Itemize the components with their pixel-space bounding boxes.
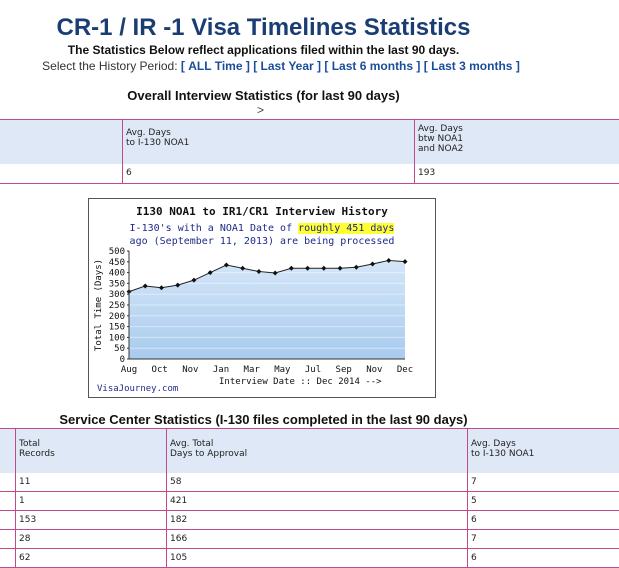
service-center-heading: Service Center Statistics (I-130 files c…: [0, 412, 527, 427]
cell-days-to-noa1: 6: [468, 511, 619, 530]
period-link-last-3-months[interactable]: Last 3 months: [431, 59, 512, 73]
chart-x-axis-label: Interview Date :: Dec 2014 -->: [219, 377, 382, 387]
expand-arrow[interactable]: >: [257, 103, 264, 117]
history-period-selector: Select the History Period: [ ALL Time ] …: [0, 59, 562, 73]
period-link-all-time[interactable]: ALL Time: [188, 59, 242, 73]
cell-days-to-approval: 105: [167, 549, 468, 568]
chart-credit[interactable]: VisaJourney.com: [97, 384, 178, 394]
service-center-table: Total Records Avg. Total Days to Approva…: [0, 428, 619, 568]
table-row: 11 58 7: [0, 473, 619, 492]
period-label: Select the History Period:: [42, 59, 177, 73]
cell-days-to-noa1: 5: [468, 492, 619, 511]
overall-stats-table: Avg. Days to I-130 NOA1 Avg. Days btw NO…: [0, 119, 619, 184]
chart-x-tick-label: Oct: [152, 365, 168, 375]
period-link-last-6-months[interactable]: Last 6 months: [332, 59, 413, 73]
chart-y-tick-label: 100: [109, 333, 125, 343]
cell-days-to-approval: 182: [167, 511, 468, 530]
overall-col-noa1: Avg. Days to I-130 NOA1: [123, 120, 415, 164]
chart-x-tick-label: Sep: [336, 365, 352, 375]
chart-y-tick-label: 250: [109, 301, 125, 311]
overall-stats-heading: Overall Interview Statistics (for last 9…: [0, 88, 527, 103]
chart-y-tick-label: 50: [114, 344, 125, 354]
service-col-total-records: Total Records: [16, 429, 167, 473]
chart-x-tick-label: Nov: [366, 365, 382, 375]
chart-y-tick-label: 0: [120, 355, 125, 365]
cell-total-records: 1: [16, 492, 167, 511]
overall-val-noa1-noa2: 193: [415, 164, 619, 184]
overall-val-noa1: 6: [123, 164, 415, 184]
chart-y-tick-label: 300: [109, 290, 125, 300]
chart-x-tick-label: Dec: [397, 365, 413, 375]
chart-y-tick-label: 200: [109, 312, 125, 322]
table-row: 62 105 6: [0, 549, 619, 568]
interview-history-chart: I130 NOA1 to IR1/CR1 Interview History I…: [88, 198, 436, 398]
chart-x-tick-label: Aug: [121, 365, 137, 375]
table-row: 28 166 7: [0, 530, 619, 549]
chart-y-tick-label: 400: [109, 269, 125, 279]
overall-col-noa1-noa2: Avg. Days btw NOA1 and NOA2: [415, 120, 619, 164]
chart-y-tick-label: 450: [109, 258, 125, 268]
chart-y-axis-label: Total Time (Days): [94, 259, 104, 351]
cell-days-to-approval: 166: [167, 530, 468, 549]
chart-x-tick-label: Mar: [244, 365, 261, 375]
chart-area: [129, 261, 405, 359]
service-col-days-to-noa1: Avg. Days to I-130 NOA1: [468, 429, 619, 473]
cell-days-to-approval: 421: [167, 492, 468, 511]
chart-y-tick-label: 150: [109, 323, 125, 333]
cell-total-records: 153: [16, 511, 167, 530]
chart-x-tick-label: Jul: [305, 365, 321, 375]
page-subtitle: The Statistics Below reflect application…: [0, 43, 527, 57]
cell-days-to-noa1: 6: [468, 549, 619, 568]
cell-days-to-noa1: 7: [468, 473, 619, 492]
cell-total-records: 28: [16, 530, 167, 549]
table-row: 1 421 5: [0, 492, 619, 511]
chart-y-tick-label: 350: [109, 279, 125, 289]
page-title: CR-1 / IR -1 Visa Timelines Statistics: [0, 14, 527, 42]
cell-total-records: 62: [16, 549, 167, 568]
cell-days-to-noa1: 7: [468, 530, 619, 549]
table-row: 153 182 6: [0, 511, 619, 530]
service-col-days-to-approval: Avg. Total Days to Approval: [167, 429, 468, 473]
period-link-last-year[interactable]: Last Year: [261, 59, 314, 73]
chart-x-tick-label: Jan: [213, 365, 229, 375]
chart-x-tick-label: May: [274, 365, 291, 375]
chart-x-tick-label: Nov: [182, 365, 198, 375]
chart-y-tick-label: 500: [109, 247, 125, 257]
cell-days-to-approval: 58: [167, 473, 468, 492]
cell-total-records: 11: [16, 473, 167, 492]
